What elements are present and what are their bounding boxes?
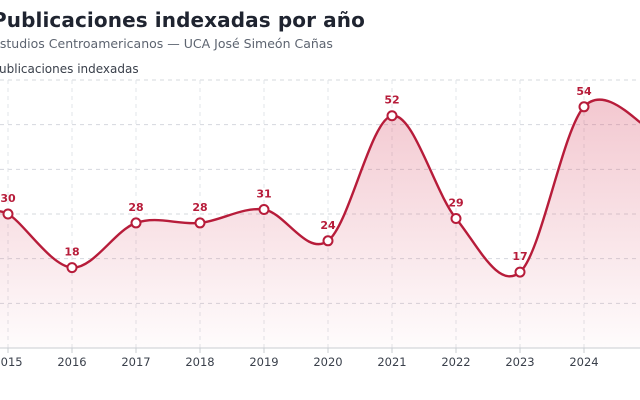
x-tick-label: 2022 <box>441 355 470 369</box>
x-tick-label: 2021 <box>377 355 406 369</box>
x-tick-label: 2019 <box>249 355 278 369</box>
data-point[interactable] <box>578 101 590 113</box>
data-point[interactable] <box>258 204 270 216</box>
data-label: 24 <box>320 219 336 232</box>
data-label: 28 <box>192 201 207 214</box>
x-tick-label: 2023 <box>505 355 534 369</box>
data-label: 30 <box>0 192 16 205</box>
x-axis: 2015 2016 2017 2018 2019 2020 2021 2022 2023 2024 <box>0 347 640 369</box>
x-tick-label: 2020 <box>313 355 342 369</box>
x-tick-label: 2015 <box>0 355 23 369</box>
data-point[interactable] <box>514 266 526 278</box>
x-tick-label: 2024 <box>569 355 598 369</box>
chart-title: Publicaciones indexadas por año <box>0 8 365 32</box>
area-fill <box>0 99 640 348</box>
data-point[interactable] <box>386 110 398 122</box>
data-label: 29 <box>448 196 463 209</box>
data-point[interactable] <box>66 262 78 274</box>
x-tick-label: 2017 <box>121 355 150 369</box>
chart-subtitle: Estudios Centroamericanos — UCA José Sim… <box>0 36 333 51</box>
data-label: 18 <box>64 246 79 259</box>
data-points <box>2 101 590 278</box>
data-label: 17 <box>512 250 527 263</box>
area-fill-path <box>0 99 640 348</box>
data-label: 54 <box>576 85 592 98</box>
x-tick-label: 2016 <box>57 355 86 369</box>
data-point[interactable] <box>130 217 142 229</box>
y-axis-label: Publicaciones indexadas <box>0 62 139 76</box>
data-point[interactable] <box>322 235 334 247</box>
data-point[interactable] <box>194 217 206 229</box>
data-point[interactable] <box>2 208 14 220</box>
x-tick-label: 2018 <box>185 355 214 369</box>
data-label: 31 <box>256 188 271 201</box>
data-label: 52 <box>384 94 399 107</box>
data-labels: 30 18 28 28 31 24 52 29 17 54 <box>0 85 592 263</box>
data-label: 28 <box>128 201 143 214</box>
data-point[interactable] <box>450 212 462 224</box>
